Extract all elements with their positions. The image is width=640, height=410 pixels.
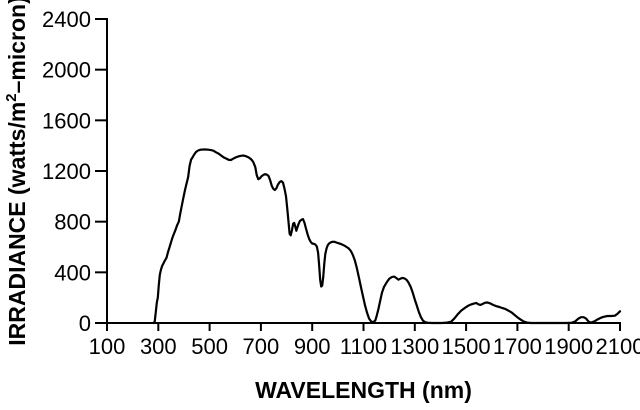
y-tick-label: 2000 [42, 58, 91, 83]
x-tick-label: 900 [294, 334, 331, 359]
x-tick-label: 300 [140, 334, 177, 359]
x-axis-title: WAVELENGTH (nm) [255, 377, 472, 403]
y-axis-title-text: IRRADIANCE (watts/m [3, 101, 30, 346]
y-axis-title-suffix: –micron) [3, 0, 30, 94]
y-tick-label: 800 [54, 210, 91, 235]
x-tick-label: 1700 [493, 334, 542, 359]
y-tick-label: 400 [54, 260, 91, 285]
x-tick-label: 1900 [544, 334, 593, 359]
irradiance-curve [152, 148, 622, 325]
y-tick-label: 1600 [42, 108, 91, 133]
x-tick-label: 2100 [596, 334, 640, 359]
x-tick-label: 100 [89, 334, 126, 359]
y-tick-label: 2400 [42, 7, 91, 32]
y-axis-title: IRRADIANCE (watts/m2–micron) [3, 0, 31, 346]
y-axis-title-superscript: 2 [3, 93, 21, 102]
y-tick-label: 0 [79, 311, 91, 336]
x-tick-label: 500 [191, 334, 228, 359]
x-tick-label: 1500 [442, 334, 491, 359]
x-tick-label: 700 [243, 334, 280, 359]
x-tick-label: 1100 [340, 334, 387, 359]
x-tick-label: 1300 [390, 334, 439, 359]
y-tick-label: 1200 [42, 159, 91, 184]
